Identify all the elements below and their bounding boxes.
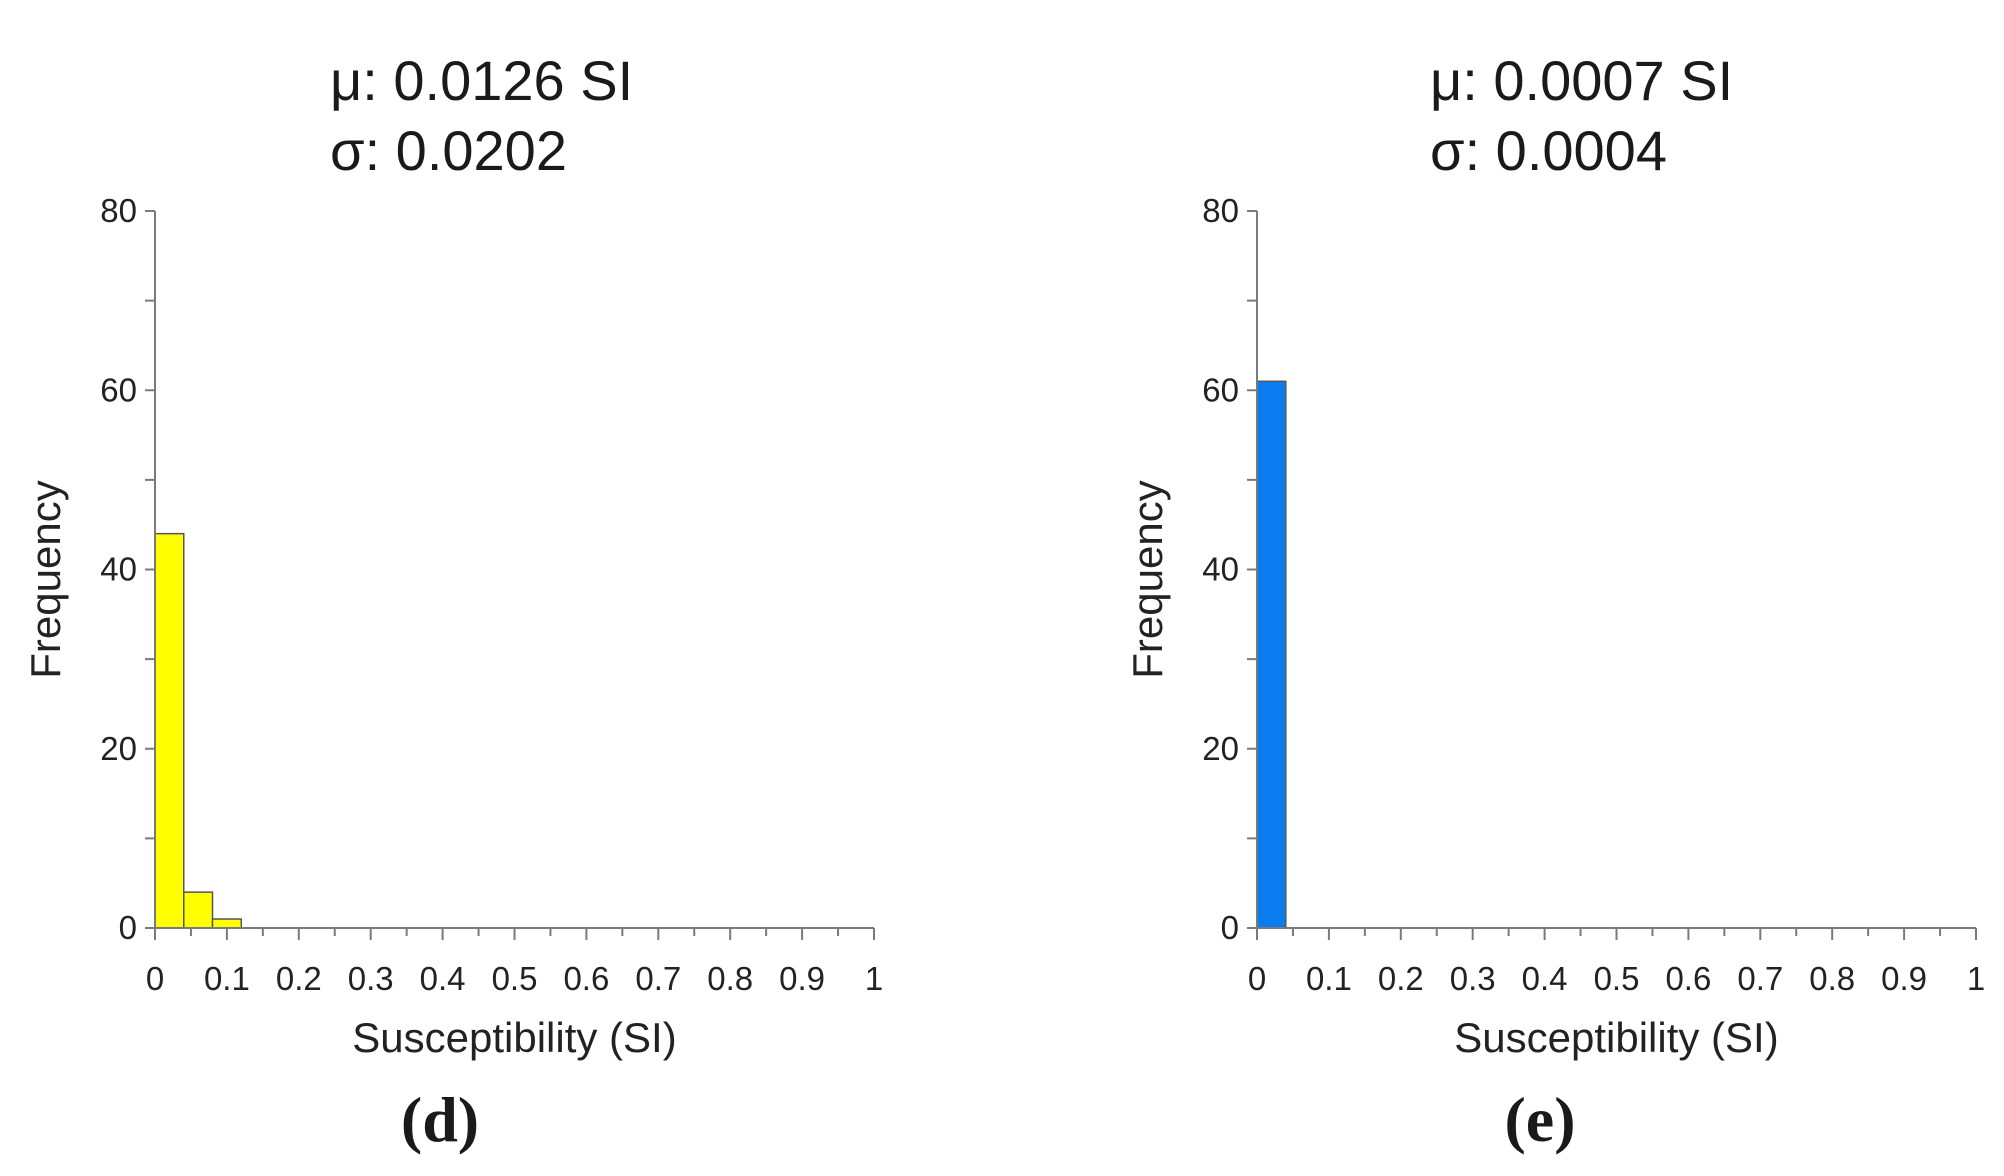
- x-tick-label: 0.1: [204, 960, 250, 997]
- y-axis-title: Frequency: [22, 480, 69, 678]
- x-tick-label: 0.9: [1881, 960, 1927, 997]
- histogram-panel-d: μ: 0.0126 SI σ: 0.0202 0 20 40 60 80 0 0.1 0.2 0…: [22, 49, 883, 1152]
- y-tick-label: 0: [1221, 909, 1239, 946]
- x-tick-label: 0.4: [420, 960, 466, 997]
- x-tick-label: 0: [1248, 960, 1266, 997]
- panel-label-open: (: [1504, 1084, 1526, 1155]
- y-tick-label: 0: [119, 909, 137, 946]
- x-tick-label: 0.7: [1737, 960, 1783, 997]
- panel-label-letter: d: [422, 1084, 458, 1155]
- panel-label-d: (d): [401, 1088, 479, 1152]
- x-tick-label: 0.2: [276, 960, 322, 997]
- panel-label-letter: e: [1525, 1084, 1555, 1155]
- y-tick-label: 40: [1202, 551, 1239, 588]
- panel-label-close: ): [1554, 1084, 1576, 1155]
- std-annotation: σ: 0.0004: [1430, 119, 1667, 182]
- x-tick-label: 0.2: [1378, 960, 1424, 997]
- y-tick-label: 40: [100, 551, 137, 588]
- mean-annotation: μ: 0.0126 SI: [330, 49, 634, 112]
- y-tick-label: 20: [100, 730, 137, 767]
- mean-annotation: μ: 0.0007 SI: [1430, 49, 1734, 112]
- x-tick-label: 0: [146, 960, 164, 997]
- histogram-bar-0: [1256, 380, 1287, 929]
- panel-label-close: ): [457, 1084, 480, 1155]
- x-axis-title: Susceptibility (SI): [352, 1014, 676, 1061]
- x-tick-label: 0.1: [1306, 960, 1352, 997]
- x-tick-label: 1: [1967, 960, 1985, 997]
- panel-label-e: (e): [1504, 1088, 1575, 1152]
- x-tick-label: 0.4: [1522, 960, 1568, 997]
- x-tick-label: 0.5: [492, 960, 538, 997]
- x-tick-label: 0.3: [348, 960, 394, 997]
- x-tick-label: 0.6: [563, 960, 609, 997]
- histogram-bar-1: [183, 891, 214, 929]
- x-tick-label: 0.8: [1809, 960, 1855, 997]
- histogram-bar-2: [211, 918, 243, 929]
- histogram-chart-d: 0 20 40 60 80 0 0.1 0.2 0.3 0.4 0.5 0.6 0.7 0.8 0.9 1 Su…: [22, 192, 883, 1061]
- x-tick-label: 0.5: [1594, 960, 1640, 997]
- x-tick-label: 0.3: [1450, 960, 1496, 997]
- histogram-panel-e: μ: 0.0007 SI σ: 0.0004 0 20 40 60 80 0 0.1 0.2 0…: [1102, 0, 2004, 1176]
- y-axis-title: Frequency: [1124, 480, 1171, 678]
- x-tick-label: 0.8: [707, 960, 753, 997]
- histogram-chart-e: 0 20 40 60 80 0 0.1 0.2 0.3 0.4 0.5 0.6 0.7 0.8 0.9 1 Su…: [1124, 192, 1985, 1061]
- x-tick-label: 0.6: [1665, 960, 1711, 997]
- y-tick-label: 80: [100, 192, 137, 229]
- x-axis-title: Susceptibility (SI): [1454, 1014, 1778, 1061]
- panel-label-open: (: [400, 1084, 423, 1155]
- std-annotation: σ: 0.0202: [330, 119, 567, 182]
- y-tick-label: 20: [1202, 730, 1239, 767]
- y-tick-label: 60: [100, 371, 137, 408]
- histogram-bar-0: [154, 532, 185, 929]
- x-tick-label: 0.7: [635, 960, 681, 997]
- x-tick-label: 0.9: [779, 960, 825, 997]
- y-tick-label: 60: [1202, 371, 1239, 408]
- y-tick-label: 80: [1202, 192, 1239, 229]
- x-tick-label: 1: [865, 960, 883, 997]
